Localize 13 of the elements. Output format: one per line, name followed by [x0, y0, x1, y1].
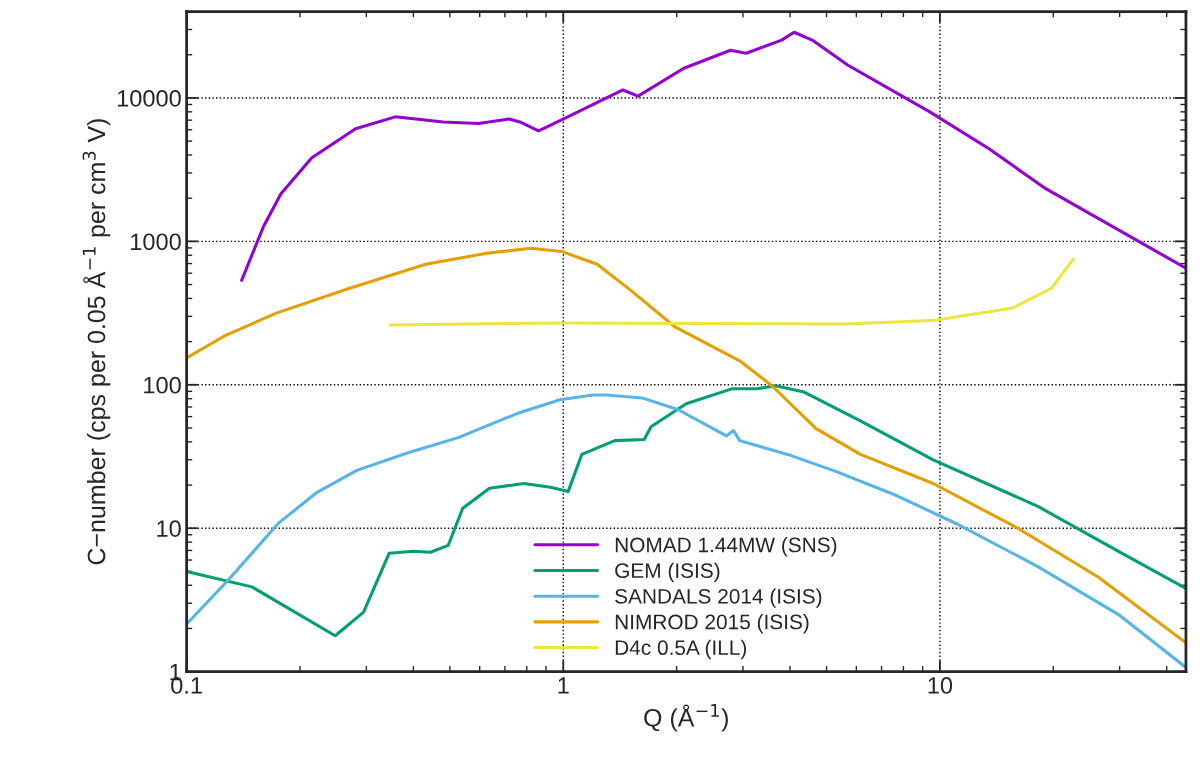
y-tick-label: 1000: [131, 233, 181, 251]
y-tick-label: 100: [144, 376, 181, 394]
legend-label: NOMAD 1.44MW (SNS): [615, 537, 837, 557]
legend-label: GEM (ISIS): [615, 562, 720, 583]
x-axis-title: Q (Å$^{−1}$): [644, 704, 728, 732]
x-tick-label: 1: [558, 677, 569, 694]
legend-label: D4c 0.5A (ILL): [615, 639, 747, 660]
y-tick-label: 10000: [117, 90, 181, 107]
legend-label: NIMROD 2015 (ISIS): [615, 614, 809, 634]
y-axis-title: C−number (cps per 0.05 Å$^{−1}$ per cm$^{3}$ V): [82, 119, 111, 565]
y-tick-label: 10: [157, 520, 181, 537]
legend-label: SANDALS 2014 (ISIS): [615, 588, 822, 608]
x-tick-label: 10: [928, 677, 953, 694]
